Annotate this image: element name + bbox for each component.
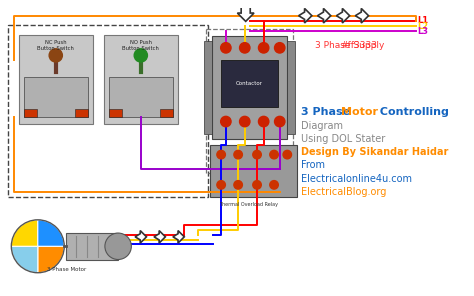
Text: Design By Sikandar Haidar: Design By Sikandar Haidar — [301, 147, 448, 157]
Circle shape — [239, 116, 250, 127]
Polygon shape — [299, 8, 312, 23]
Bar — [221, 60, 278, 107]
Bar — [206, 29, 293, 173]
Circle shape — [221, 43, 231, 53]
Circle shape — [274, 116, 285, 127]
Text: NC Push
Button Switch: NC Push Button Switch — [37, 40, 74, 51]
Bar — [24, 109, 37, 117]
Wedge shape — [38, 246, 64, 273]
Text: Controlling: Controlling — [376, 107, 449, 118]
Circle shape — [283, 150, 292, 159]
Circle shape — [274, 43, 285, 53]
Text: #ff3333: #ff3333 — [341, 41, 378, 50]
Text: Contactor: Contactor — [236, 81, 263, 86]
Text: 3 Phase Motor: 3 Phase Motor — [46, 267, 86, 272]
Bar — [8, 25, 208, 197]
Wedge shape — [11, 246, 38, 273]
Circle shape — [217, 150, 225, 159]
Circle shape — [221, 116, 231, 127]
Circle shape — [253, 150, 261, 159]
Bar — [24, 77, 88, 117]
Wedge shape — [38, 220, 64, 246]
Text: NO Push
Button Switch: NO Push Button Switch — [122, 40, 159, 51]
Bar — [160, 109, 173, 117]
Circle shape — [253, 181, 261, 189]
Text: Motor: Motor — [341, 107, 378, 118]
Circle shape — [134, 49, 147, 62]
Polygon shape — [356, 8, 369, 23]
Text: L1: L1 — [418, 16, 429, 25]
Text: 3 Phase Supply: 3 Phase Supply — [315, 41, 384, 50]
Polygon shape — [154, 231, 165, 243]
Text: L2: L2 — [418, 22, 429, 30]
Polygon shape — [318, 8, 331, 23]
Polygon shape — [173, 231, 184, 243]
Polygon shape — [337, 8, 350, 23]
Text: ElectricalBlog.org: ElectricalBlog.org — [301, 187, 386, 197]
Circle shape — [49, 49, 63, 62]
Bar — [109, 77, 173, 117]
Bar — [66, 233, 118, 260]
Circle shape — [105, 233, 131, 260]
Circle shape — [217, 181, 225, 189]
Text: 3 Phase: 3 Phase — [301, 107, 354, 118]
Circle shape — [234, 150, 242, 159]
Bar — [19, 35, 92, 124]
Wedge shape — [11, 220, 38, 246]
Circle shape — [239, 43, 250, 53]
Bar — [210, 145, 297, 197]
Bar — [287, 41, 295, 134]
Circle shape — [270, 150, 278, 159]
Text: From: From — [301, 160, 325, 170]
Text: Using DOL Stater: Using DOL Stater — [301, 134, 385, 144]
Polygon shape — [237, 6, 254, 21]
Text: L3: L3 — [418, 27, 428, 36]
Polygon shape — [135, 231, 146, 243]
Bar — [104, 35, 178, 124]
Bar — [204, 41, 212, 134]
Circle shape — [234, 181, 242, 189]
Text: Thermal Overload Relay: Thermal Overload Relay — [219, 202, 278, 207]
Bar — [109, 109, 122, 117]
Text: Diagram: Diagram — [301, 120, 343, 131]
Circle shape — [258, 116, 269, 127]
Bar — [212, 36, 287, 139]
Bar — [75, 109, 88, 117]
Circle shape — [258, 43, 269, 53]
Circle shape — [270, 181, 278, 189]
Text: Electricalonline4u.com: Electricalonline4u.com — [301, 173, 411, 184]
